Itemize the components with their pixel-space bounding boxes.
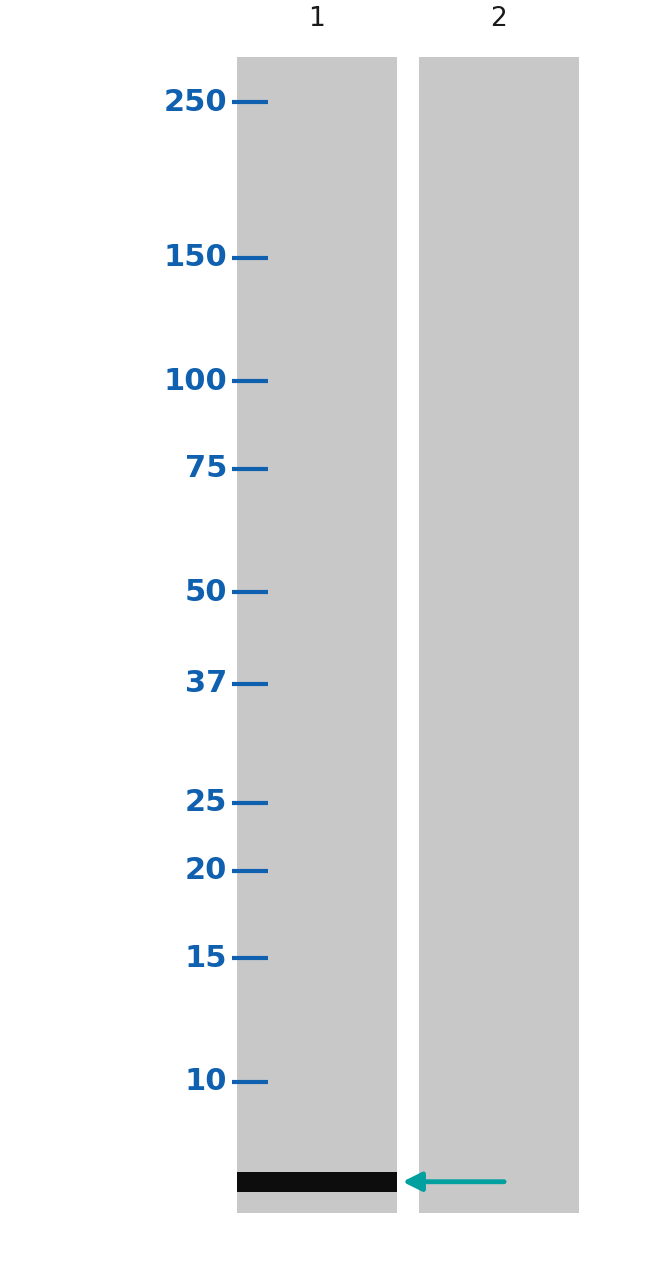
Text: 250: 250: [164, 88, 228, 117]
Text: 10: 10: [185, 1067, 227, 1096]
Text: 100: 100: [164, 367, 228, 396]
Text: 1: 1: [309, 6, 325, 32]
Text: 15: 15: [185, 944, 227, 973]
Bar: [237, 57, 396, 1213]
Text: 20: 20: [185, 856, 227, 885]
Text: 75: 75: [185, 455, 227, 483]
Bar: [419, 57, 578, 1213]
Bar: [237, 1171, 396, 1191]
Text: 25: 25: [185, 789, 227, 818]
Text: 37: 37: [185, 669, 227, 699]
Text: 50: 50: [185, 578, 227, 607]
Text: 2: 2: [491, 6, 507, 32]
Text: 150: 150: [164, 244, 228, 272]
